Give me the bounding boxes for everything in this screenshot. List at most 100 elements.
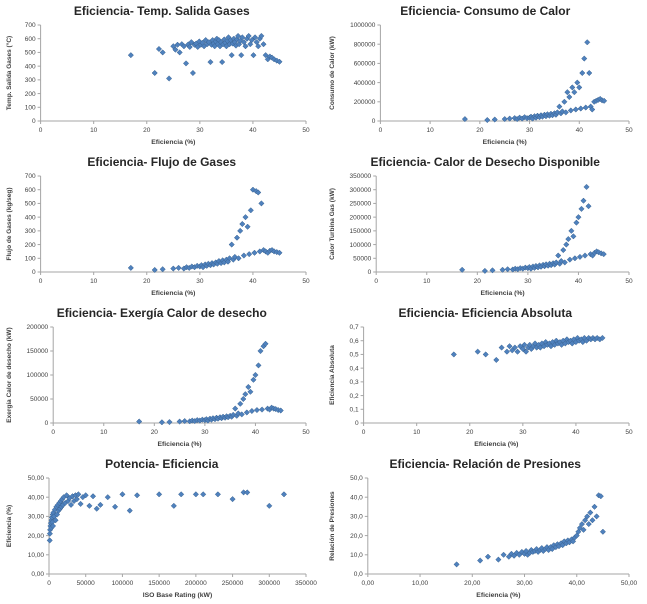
svg-text:Eficiencia (%): Eficiencia (%): [151, 139, 195, 146]
svg-text:200: 200: [24, 91, 35, 98]
svg-text:150000: 150000: [26, 348, 48, 355]
scatter-plot: 0,00 10,00 20,00 30,00 40,00 50,00 0 50000 10000…: [6, 475, 317, 599]
svg-text:30: 30: [196, 127, 204, 134]
svg-text:0,6: 0,6: [350, 338, 359, 345]
svg-text:10: 10: [90, 127, 98, 134]
svg-text:50000: 50000: [30, 396, 48, 403]
svg-text:0,7: 0,7: [350, 324, 359, 331]
svg-text:400: 400: [24, 63, 35, 70]
svg-text:0: 0: [355, 420, 359, 427]
svg-text:0,1: 0,1: [350, 406, 359, 413]
svg-text:100: 100: [24, 255, 35, 262]
svg-text:300000: 300000: [258, 580, 280, 587]
svg-text:200000: 200000: [26, 324, 48, 331]
svg-text:30: 30: [519, 429, 527, 436]
svg-text:100000: 100000: [26, 372, 48, 379]
svg-text:40: 40: [576, 127, 584, 134]
svg-text:20: 20: [150, 429, 158, 436]
svg-text:0: 0: [51, 429, 55, 436]
svg-text:30: 30: [526, 127, 534, 134]
svg-text:0,5: 0,5: [350, 352, 359, 359]
svg-text:250000: 250000: [221, 580, 243, 587]
svg-text:400: 400: [24, 214, 35, 221]
svg-text:20,00: 20,00: [464, 580, 481, 587]
svg-text:10,00: 10,00: [27, 552, 44, 559]
svg-text:50: 50: [626, 429, 634, 436]
chart-title: Eficiencia- Temp. Salida Gases: [73, 4, 250, 18]
svg-text:0: 0: [379, 127, 383, 134]
svg-text:20: 20: [143, 127, 151, 134]
svg-text:350000: 350000: [295, 580, 317, 587]
svg-text:0,00: 0,00: [31, 571, 44, 578]
svg-text:0,4: 0,4: [350, 365, 359, 372]
scatter-plot: 0 0,1 0,2 0,3 0,4 0,5 0,6 0,7 0 10 20 30 40 50 Eficien…: [329, 324, 634, 448]
svg-text:100000: 100000: [350, 242, 372, 249]
svg-text:Eficiencia (%): Eficiencia (%): [6, 505, 13, 547]
svg-text:150000: 150000: [148, 580, 170, 587]
svg-text:50,00: 50,00: [621, 580, 638, 587]
chart-title: Eficiencia- Flujo de Gases: [87, 155, 237, 169]
svg-text:300: 300: [24, 228, 35, 235]
svg-text:Eficiencia (%): Eficiencia (%): [481, 290, 525, 297]
chart-eficiencia-absoluta: Eficiencia- Eficiencia Absoluta 0 0,1 0,2 0…: [324, 302, 647, 453]
svg-text:600: 600: [24, 187, 35, 194]
svg-text:0: 0: [32, 118, 36, 125]
svg-text:Eficiencia (%): Eficiencia (%): [157, 441, 201, 448]
svg-text:200: 200: [24, 242, 35, 249]
svg-text:40: 40: [249, 127, 257, 134]
svg-text:200000: 200000: [185, 580, 207, 587]
svg-text:Exergía Calor de desecho (kW): Exergía Calor de desecho (kW): [6, 327, 13, 422]
svg-text:40: 40: [573, 429, 581, 436]
scatter-plot: 0 50000 100000 150000 200000 0 10 20 30 40 50 Efici…: [6, 324, 310, 448]
svg-text:250000: 250000: [350, 201, 372, 208]
svg-text:0: 0: [39, 278, 43, 285]
svg-text:300: 300: [24, 77, 35, 84]
svg-text:50,0: 50,0: [350, 475, 363, 482]
svg-text:50: 50: [626, 278, 634, 285]
svg-text:Calor Turbina Gas (kW): Calor Turbina Gas (kW): [329, 188, 336, 260]
svg-text:40: 40: [575, 278, 583, 285]
svg-text:0: 0: [375, 278, 379, 285]
svg-text:10: 10: [90, 278, 98, 285]
svg-text:30: 30: [201, 429, 209, 436]
svg-text:0,2: 0,2: [350, 393, 359, 400]
svg-text:150000: 150000: [350, 228, 372, 235]
svg-text:50000: 50000: [353, 255, 371, 262]
chart-title: Eficiencia- Eficiencia Absoluta: [398, 306, 573, 320]
svg-text:Eficiencia (%): Eficiencia (%): [477, 592, 521, 599]
svg-text:20,00: 20,00: [27, 533, 44, 540]
svg-text:50: 50: [302, 429, 310, 436]
chart-flujo-de-gases: Eficiencia- Flujo de Gases 0 100 200 300 400…: [0, 151, 324, 302]
scatter-plot: 0 100 200 300 400 500 600 700 0 10 20 30 40 50 Eficien…: [5, 22, 310, 146]
svg-text:0: 0: [368, 269, 372, 276]
svg-text:50: 50: [626, 127, 634, 134]
chart-consumo-de-calor: Eficiencia- Consumo de Calor 0 200000 4000…: [324, 0, 647, 151]
chart-calor-desecho-disponible: Eficiencia- Calor de Desecho Disponible …: [324, 151, 647, 302]
svg-text:0,00: 0,00: [362, 580, 375, 587]
svg-text:20: 20: [474, 278, 482, 285]
svg-text:Eficiencia (%): Eficiencia (%): [151, 290, 195, 297]
svg-text:350000: 350000: [350, 173, 372, 180]
svg-text:0,3: 0,3: [350, 379, 359, 386]
svg-text:50,00: 50,00: [27, 475, 44, 482]
svg-text:ISO Base Rating (kW): ISO Base Rating (kW): [143, 592, 213, 599]
svg-text:Relación de Presiones: Relación de Presiones: [329, 491, 336, 561]
svg-text:Consumo de Calor (kW): Consumo de Calor (kW): [329, 36, 336, 110]
chart-relacion-presiones: Eficiencia- Relación de Presiones 0,0 10,…: [324, 453, 647, 604]
svg-text:50: 50: [302, 278, 310, 285]
scatter-plot: 0 200000 400000 600000 800000 1000000 0 10 20 30 4…: [329, 22, 634, 146]
svg-text:300000: 300000: [350, 187, 372, 194]
svg-text:50: 50: [302, 127, 310, 134]
svg-text:20: 20: [466, 429, 474, 436]
svg-text:0,0: 0,0: [354, 571, 363, 578]
svg-text:Flujo de Gases (kg/seg): Flujo de Gases (kg/seg): [6, 188, 13, 261]
svg-text:30,00: 30,00: [517, 580, 534, 587]
svg-text:0: 0: [47, 580, 51, 587]
svg-text:40,00: 40,00: [569, 580, 586, 587]
svg-text:100: 100: [24, 104, 35, 111]
svg-text:Eficiencia (%): Eficiencia (%): [483, 139, 527, 146]
chart-title: Potencia- Eficiencia: [105, 457, 219, 471]
svg-text:200000: 200000: [350, 214, 372, 221]
chart-title: Eficiencia- Consumo de Calor: [400, 4, 571, 18]
